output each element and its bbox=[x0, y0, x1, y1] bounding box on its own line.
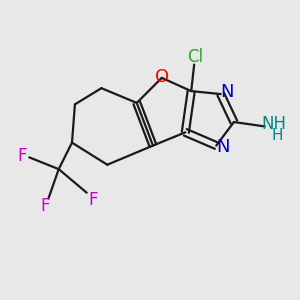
Text: O: O bbox=[155, 68, 170, 86]
Text: H: H bbox=[272, 128, 283, 143]
Text: NH: NH bbox=[261, 115, 286, 133]
Text: F: F bbox=[88, 191, 98, 209]
Text: N: N bbox=[216, 138, 230, 156]
Text: Cl: Cl bbox=[188, 48, 204, 66]
Text: F: F bbox=[17, 147, 27, 165]
Text: F: F bbox=[41, 197, 50, 215]
Text: N: N bbox=[220, 83, 234, 101]
